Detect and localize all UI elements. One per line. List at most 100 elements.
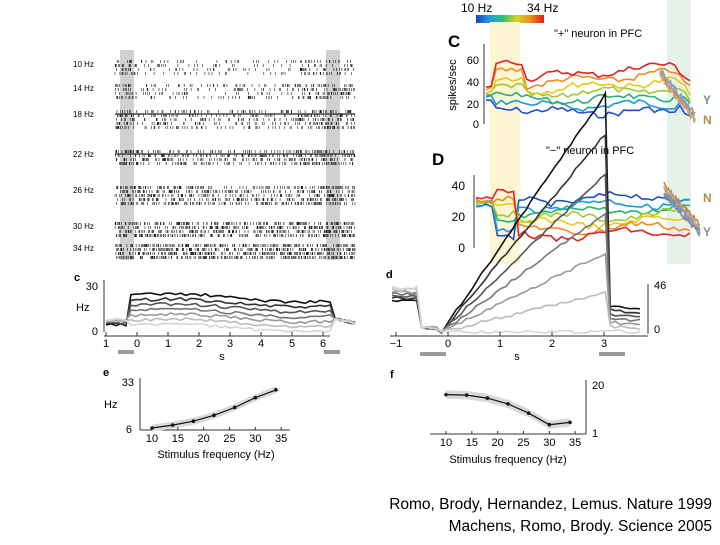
raster-spike-row	[116, 122, 355, 125]
panel-f-point	[485, 396, 490, 400]
raster-spike-row	[115, 150, 354, 153]
raster-spike-row	[114, 226, 355, 229]
raster-spike-row	[116, 202, 356, 205]
panel-label-c: c	[74, 272, 80, 284]
panel-D-trace	[475, 190, 691, 242]
raster-spike-row	[119, 162, 354, 165]
panel-D-legend-N: N	[703, 191, 712, 205]
raster-row-label: 14 Hz	[73, 84, 94, 93]
panel-e-tick-label: 35	[275, 433, 287, 445]
panel-d-trace	[391, 252, 641, 334]
raster-spike-row	[116, 96, 356, 99]
raster-spike-row	[114, 64, 353, 67]
panel-f-tick-label: 15	[466, 437, 478, 449]
raster-spike-row	[116, 110, 352, 113]
panel-c-tick-label: 1	[165, 338, 171, 350]
panel-d-tick-label: 0	[445, 338, 451, 350]
panel-C-trace	[485, 99, 691, 119]
panel-e-tick-label: 20	[198, 433, 210, 445]
raster-spike-row	[115, 92, 351, 95]
raster-row-label: 30 Hz	[73, 222, 94, 231]
panel-c-tick-label: 0	[134, 338, 140, 350]
panel-e-point	[232, 405, 237, 410]
panel-f-tick-label: 25	[517, 437, 529, 449]
panel-D-trace	[475, 195, 691, 236]
raster-spike-row	[116, 256, 355, 259]
panel-C-ytick: 40	[467, 77, 479, 89]
panel-d-tick-label: −1	[390, 338, 403, 350]
raster-stim1-band	[120, 50, 134, 260]
raster-spike-row	[115, 154, 356, 157]
colorbar-high-label: 34 Hz	[527, 1, 558, 15]
panel-C-traces	[485, 59, 696, 123]
raster-spike-row	[114, 72, 352, 75]
caption-line-1: Romo, Brody, Hernandez, Lemus. Nature 19…	[389, 496, 712, 513]
panel-D-trace	[475, 200, 691, 224]
panel-c-tick-label: 6	[320, 338, 326, 350]
probe-band	[667, 0, 691, 264]
panel-d-tick-label: 2	[549, 338, 555, 350]
raster-row-label: 18 Hz	[73, 110, 94, 119]
colorbar-low-label: 10 Hz	[461, 1, 492, 15]
panel-c-ytick: 30	[86, 281, 98, 293]
panel-c-xlabel: s	[219, 351, 225, 363]
panel-c-trace	[105, 292, 356, 328]
raster-panel	[114, 50, 356, 260]
raster-row-label: 22 Hz	[73, 150, 94, 159]
panel-d-ytick: 46	[654, 280, 666, 292]
panel-f-tick-label: 20	[492, 437, 504, 449]
panel-e-error-band	[152, 386, 276, 432]
raster-spike-row	[115, 126, 355, 129]
panel-e-tick-label: 25	[223, 433, 235, 445]
panel-D-ytick: 20	[452, 210, 466, 224]
panel-C-trace	[485, 91, 691, 106]
panel-C-trace	[485, 82, 691, 102]
panel-f-xlabel: Stimulus frequency (Hz)	[449, 454, 566, 466]
raster-spike-row	[117, 198, 354, 201]
panel-e-point	[274, 388, 278, 392]
panel-f-ytick: 1	[592, 428, 598, 440]
panel-c-tick-label: 1	[103, 338, 109, 350]
panel-label-f: f	[390, 369, 394, 381]
panel-f-ytick: 20	[592, 380, 604, 392]
panel-C-trace	[485, 59, 691, 88]
panel-e-point	[212, 413, 216, 418]
panel-d-trace	[391, 285, 641, 335]
raster-spike-row	[115, 84, 353, 87]
panel-D-trace	[476, 200, 691, 223]
panel-f-point	[568, 420, 572, 425]
panel-f-point	[444, 392, 448, 397]
panel-c-xticks: 1 0 1 2 3 4 5 6	[103, 332, 326, 350]
panel-C-ytick: 60	[467, 55, 479, 67]
panel-D-trace	[475, 188, 691, 243]
panel-c-tick-label: 5	[289, 338, 295, 350]
panel-d-traces	[391, 90, 641, 335]
panel-d-tick-label: 3	[601, 338, 607, 350]
panel-c-trace	[105, 317, 356, 329]
panel-c-trace	[105, 307, 356, 325]
raster-spike-row	[115, 88, 355, 91]
raster-spike-row	[117, 114, 356, 117]
panel-d-tick-label: 1	[497, 338, 503, 350]
panel-e-tick-label: 30	[249, 433, 261, 445]
panel-f-tick-label: 10	[440, 437, 452, 449]
raster-spike-row	[116, 186, 355, 189]
raster-spike-row	[119, 230, 352, 233]
panel-label-C: C	[448, 32, 460, 51]
raster-spike-row	[116, 234, 355, 237]
raster-spike-row	[114, 194, 355, 197]
panel-C-trace	[485, 94, 691, 113]
panel-C-ytick: 20	[467, 99, 479, 111]
panel-f-tick-label: 35	[569, 437, 581, 449]
panel-e-point	[191, 419, 196, 423]
panel-C-trace	[485, 67, 691, 91]
panel-e-point	[253, 395, 258, 400]
panel-f-error-band	[446, 390, 570, 429]
panel-label-e: e	[103, 367, 109, 379]
panel-c-ytick: 0	[92, 326, 98, 338]
panel-C-legend-N: N	[703, 113, 712, 127]
panel-C-probe-trace	[659, 73, 696, 123]
panel-e-ylabel: Hz	[104, 399, 117, 411]
